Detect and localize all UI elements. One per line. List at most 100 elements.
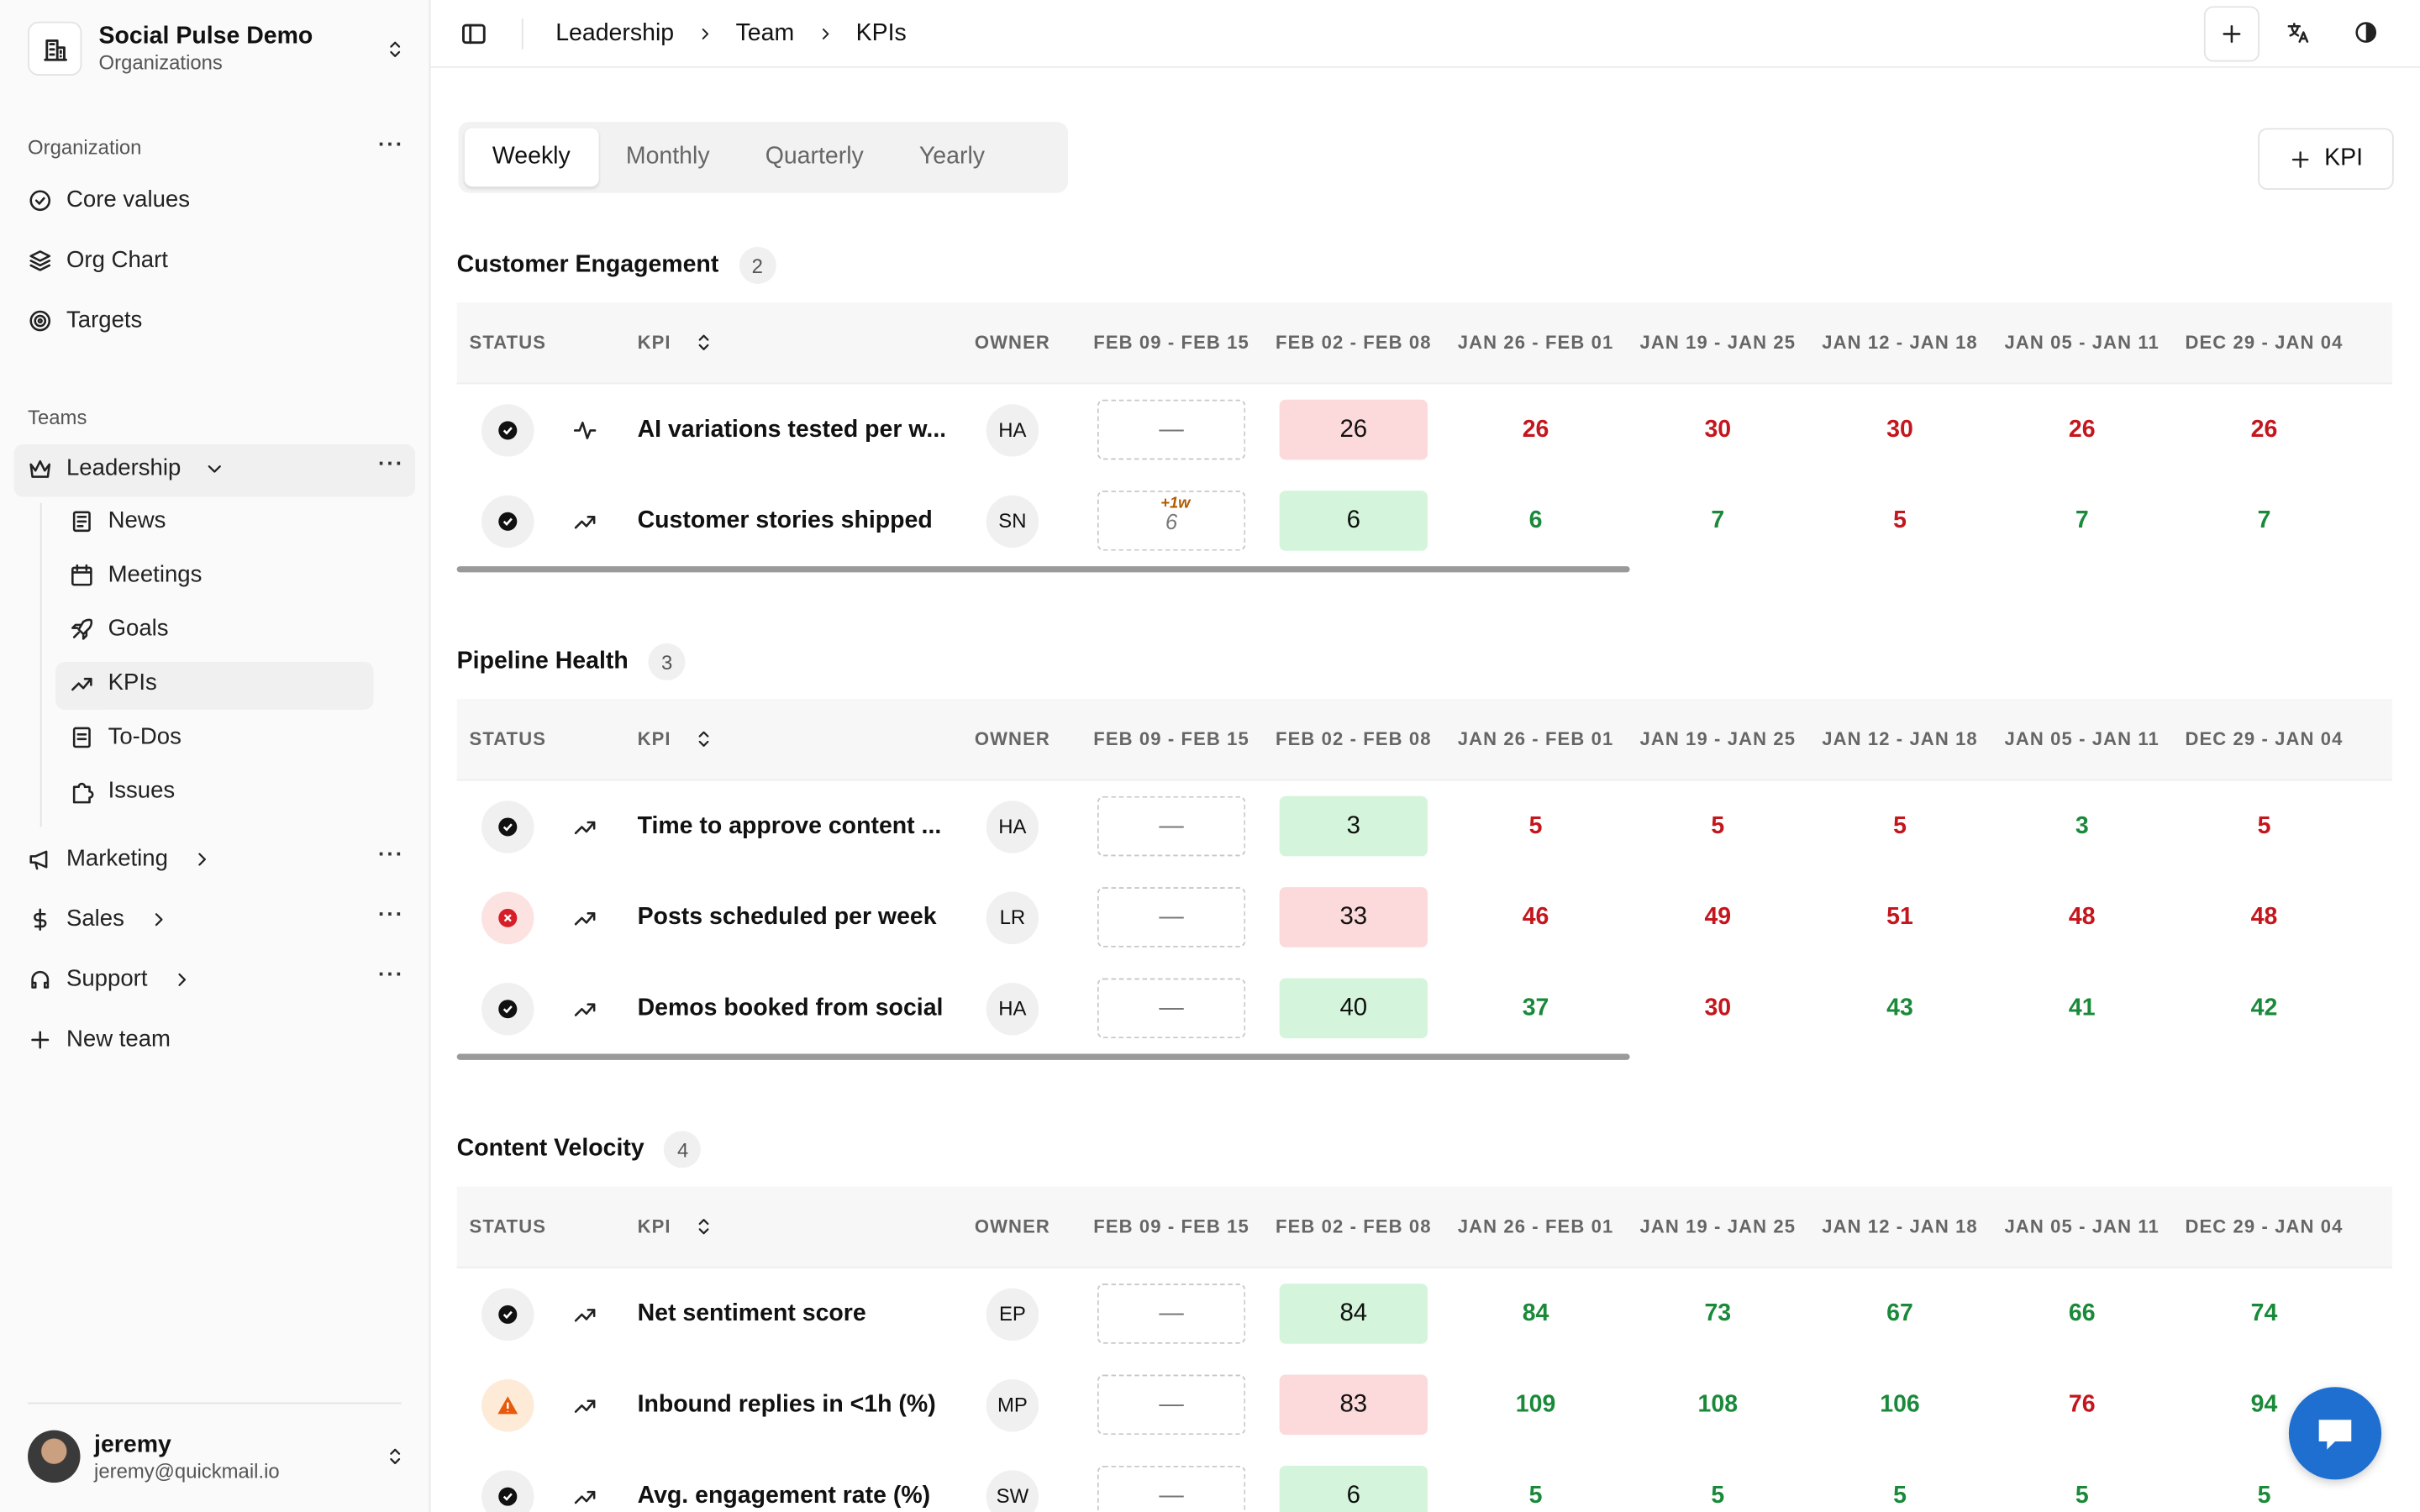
value: 30 [1886, 416, 1913, 443]
value: 109 [1515, 1390, 1556, 1418]
team-item[interactable]: Marketing [28, 846, 213, 872]
page-item[interactable]: To-Dos [70, 723, 182, 750]
section-title: Pipeline Health [456, 648, 629, 675]
value: 5 [1893, 1482, 1907, 1509]
owner-cell: EP [944, 1287, 1081, 1341]
status-icon [498, 907, 518, 927]
value-cell: 41 [1991, 995, 2173, 1022]
kpi-row[interactable]: Time to approve content ... HA — 3 5 5 5 3 5 [457, 780, 2392, 871]
icon-shape [574, 1489, 596, 1504]
add-kpi-button[interactable]: KPI [2258, 128, 2394, 190]
top-icon [2355, 22, 2377, 43]
icon-shape [34, 313, 47, 327]
value-cell: 26 [1991, 416, 2173, 444]
team-menu[interactable]: ··· [378, 450, 405, 475]
nav-item[interactable]: Core values [28, 186, 190, 213]
top-button[interactable] [2272, 6, 2324, 58]
current-input[interactable]: — [1097, 795, 1246, 857]
kpi-row[interactable]: AI variations tested per w... HA — 26 26 30 30… [457, 384, 2392, 475]
tab[interactable]: Quarterly [765, 143, 864, 171]
breadcrumb-item[interactable]: KPIs [855, 18, 907, 46]
trend-cell [559, 996, 611, 1021]
section-menu[interactable]: ··· [378, 131, 405, 156]
col-kpi[interactable]: KPI [611, 1215, 944, 1237]
value: 51 [1886, 903, 1913, 930]
current-input[interactable]: — [1097, 1284, 1246, 1344]
kpi-name: Posts scheduled per week [637, 903, 937, 930]
col-period: FEB 09 - FEB 15 [1093, 331, 1249, 354]
current-cell: 6 +1w [1081, 491, 1263, 551]
tab[interactable]: Monthly [625, 143, 710, 171]
kpi-row[interactable]: Demos booked from social HA — 40 37 30 43 41 42 [457, 963, 2392, 1053]
tab[interactable]: Yearly [918, 143, 986, 171]
top-button[interactable] [2203, 6, 2260, 62]
trend-icon [574, 1308, 596, 1321]
team-item[interactable]: Support [28, 966, 192, 992]
kpi-row[interactable]: Avg. engagement rate (%) SW — 6 5 5 5 5 5 [457, 1451, 2392, 1512]
current-input[interactable]: — [1097, 1465, 1246, 1512]
kpi-row[interactable]: Net sentiment score EP — 84 84 73 67 66 74 [457, 1268, 2392, 1359]
value-cell: 3 [1262, 795, 1444, 857]
status-badge [481, 1469, 534, 1512]
tab[interactable]: Weekly [464, 128, 598, 187]
new-team[interactable]: New team [28, 1026, 171, 1053]
trend-cell [559, 1483, 611, 1508]
page-item[interactable]: KPIs [70, 669, 157, 696]
col-period: JAN 19 - JAN 25 [1639, 1215, 1797, 1238]
team-label: Sales [66, 906, 124, 932]
team-menu[interactable]: ··· [378, 961, 405, 986]
page-item[interactable]: Meetings [70, 562, 202, 588]
icon-shape [72, 510, 91, 532]
team-menu[interactable]: ··· [378, 841, 405, 866]
page-icon [72, 781, 94, 803]
page-item[interactable]: Issues [70, 778, 175, 804]
nav-label: Org Chart [66, 246, 168, 274]
value: 41 [2068, 994, 2096, 1021]
chat-button[interactable] [2288, 1387, 2382, 1480]
section-count: 3 [648, 643, 686, 681]
nav-icon [29, 249, 51, 270]
status-cell [457, 403, 559, 456]
breadcrumb-item[interactable]: Team [735, 18, 795, 46]
top-icon [2223, 24, 2241, 43]
page-item[interactable]: Goals [70, 616, 169, 642]
col-kpi[interactable]: KPI [611, 332, 944, 354]
nav-item[interactable]: Org Chart [28, 247, 168, 273]
icon-shape [31, 1030, 50, 1048]
org-switcher[interactable]: Social Pulse Demo Organizations [28, 21, 406, 76]
kpi-row[interactable]: Customer stories shipped SN 6 +1w 6 6 7 5 7 7 [457, 475, 2392, 566]
icon-shape [177, 972, 186, 985]
breadcrumb-item[interactable]: Leadership [555, 18, 675, 46]
owner-badge: HA [986, 982, 1039, 1035]
page-icon [72, 510, 91, 532]
kpi-row[interactable]: Posts scheduled per week LR — 33 46 49 51 48 48 [457, 872, 2392, 963]
col-kpi[interactable]: KPI [611, 728, 944, 750]
status-cell [457, 1287, 559, 1341]
status-icon [498, 1486, 518, 1505]
kpi-row[interactable]: Inbound replies in <1h (%) MP — 83 109 108 106… [457, 1359, 2392, 1450]
new-team-label: New team [66, 1026, 171, 1053]
current-input[interactable]: — [1097, 978, 1246, 1039]
icon-shape [390, 1448, 401, 1465]
value-cell: 106 [1809, 1391, 1991, 1419]
value-cell: 26 [1444, 416, 1627, 444]
team-item[interactable]: Sales [28, 906, 169, 932]
icon-shape [29, 309, 51, 331]
current-input[interactable]: — [1097, 887, 1246, 948]
value-cell: 48 [1991, 903, 2173, 931]
value-cell: 43 [1809, 995, 1991, 1022]
top-button[interactable] [2339, 6, 2391, 58]
current-input[interactable]: 6 +1w [1097, 491, 1246, 551]
value: 26 [1522, 416, 1549, 443]
trend-icon [574, 1399, 596, 1412]
current-input[interactable]: — [1097, 1374, 1246, 1436]
icon-shape [503, 913, 512, 921]
user-menu[interactable]: jeremy jeremy@quickmail.io [28, 1430, 406, 1483]
page-item[interactable]: News [70, 507, 166, 534]
org-icon [43, 39, 67, 60]
team-menu[interactable]: ··· [378, 900, 405, 927]
team-item[interactable]: Leadership [28, 455, 226, 481]
nav-item[interactable]: Targets [28, 307, 142, 333]
current-input[interactable]: — [1097, 399, 1246, 460]
value-cell: 30 [1627, 995, 1809, 1022]
